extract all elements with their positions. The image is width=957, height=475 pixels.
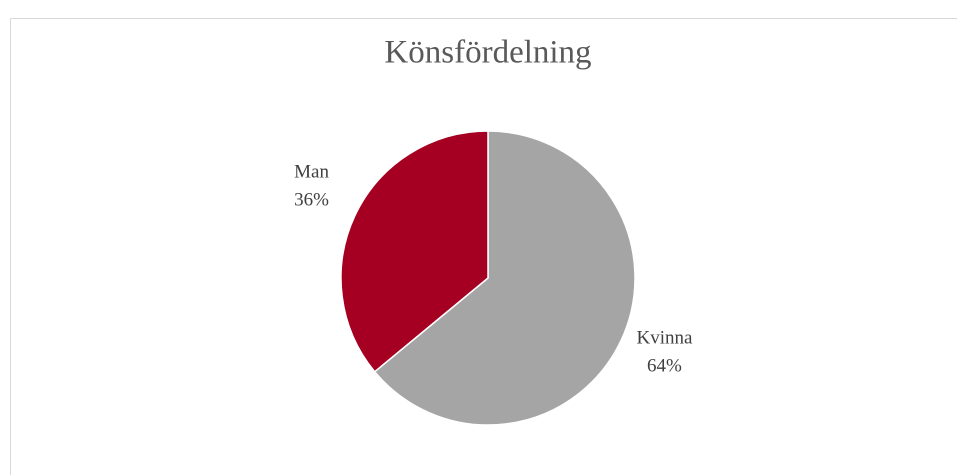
chart-frame [10,18,957,475]
pie-slice [340,130,489,373]
pie-slice [373,130,636,426]
slice-value-label: 36% [294,189,329,210]
chart-title: Könsfördelning [384,35,591,71]
slice-category-label: Kvinna [636,327,693,348]
slice-value-label: 64% [647,355,682,376]
slice-category-label: Man [294,161,329,182]
